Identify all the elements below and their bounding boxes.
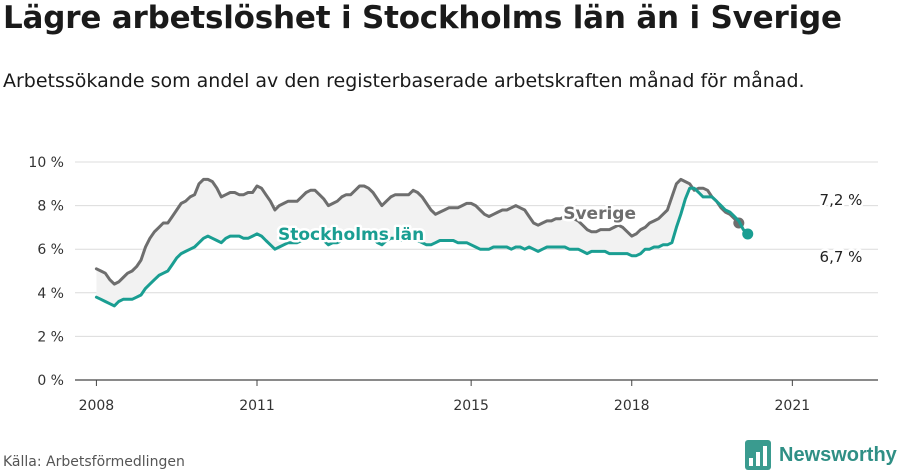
x-tick-label: 2018 <box>614 398 650 414</box>
chart-subtitle: Arbetssökande som andel av den registerb… <box>3 70 805 92</box>
end-label-stockholm: 6,7 % <box>820 248 863 266</box>
gridlines <box>75 161 878 337</box>
chart-title: Lägre arbetslöshet i Stockholms län än i… <box>3 0 842 36</box>
x-tick-label: 2011 <box>239 398 275 414</box>
y-tick-label: 6 % <box>37 242 64 258</box>
x-tick-label: 2015 <box>453 398 489 414</box>
series-line-sverige <box>94 177 741 286</box>
brand-name: Newsworthy <box>779 443 897 466</box>
gap-area <box>96 179 739 306</box>
y-tick-label: 8 % <box>37 199 64 215</box>
end-label-sverige: 7,2 % <box>820 191 863 209</box>
series-label-sverige: Sverige <box>563 204 636 224</box>
bar-chart-logo-icon <box>745 440 771 470</box>
x-tick-label: 2021 <box>775 398 811 414</box>
series-lines <box>94 177 754 308</box>
y-tick-label: 4 % <box>37 286 64 302</box>
y-tick-label: 10 % <box>28 155 64 171</box>
series-label-stockholm: Stockholms län <box>278 225 424 245</box>
end-point-stockholm <box>742 228 754 240</box>
series-line-stockholm <box>94 186 750 308</box>
x-tick-label: 2008 <box>79 398 115 414</box>
source-note: Källa: Arbetsförmedlingen <box>3 454 185 470</box>
gap-band <box>96 179 739 306</box>
axes: 0 % 2 % 4 % 6 % 8 % 10 % 2008 2011 2015 2018 2021 <box>28 155 878 414</box>
series-labels: Sverige Stockholms län 7,2 % 6,7 % <box>276 189 865 269</box>
brand-logo[interactable]: Newsworthy <box>745 440 897 470</box>
y-tick-label: 2 % <box>37 329 64 345</box>
y-tick-label: 0 % <box>37 373 64 389</box>
